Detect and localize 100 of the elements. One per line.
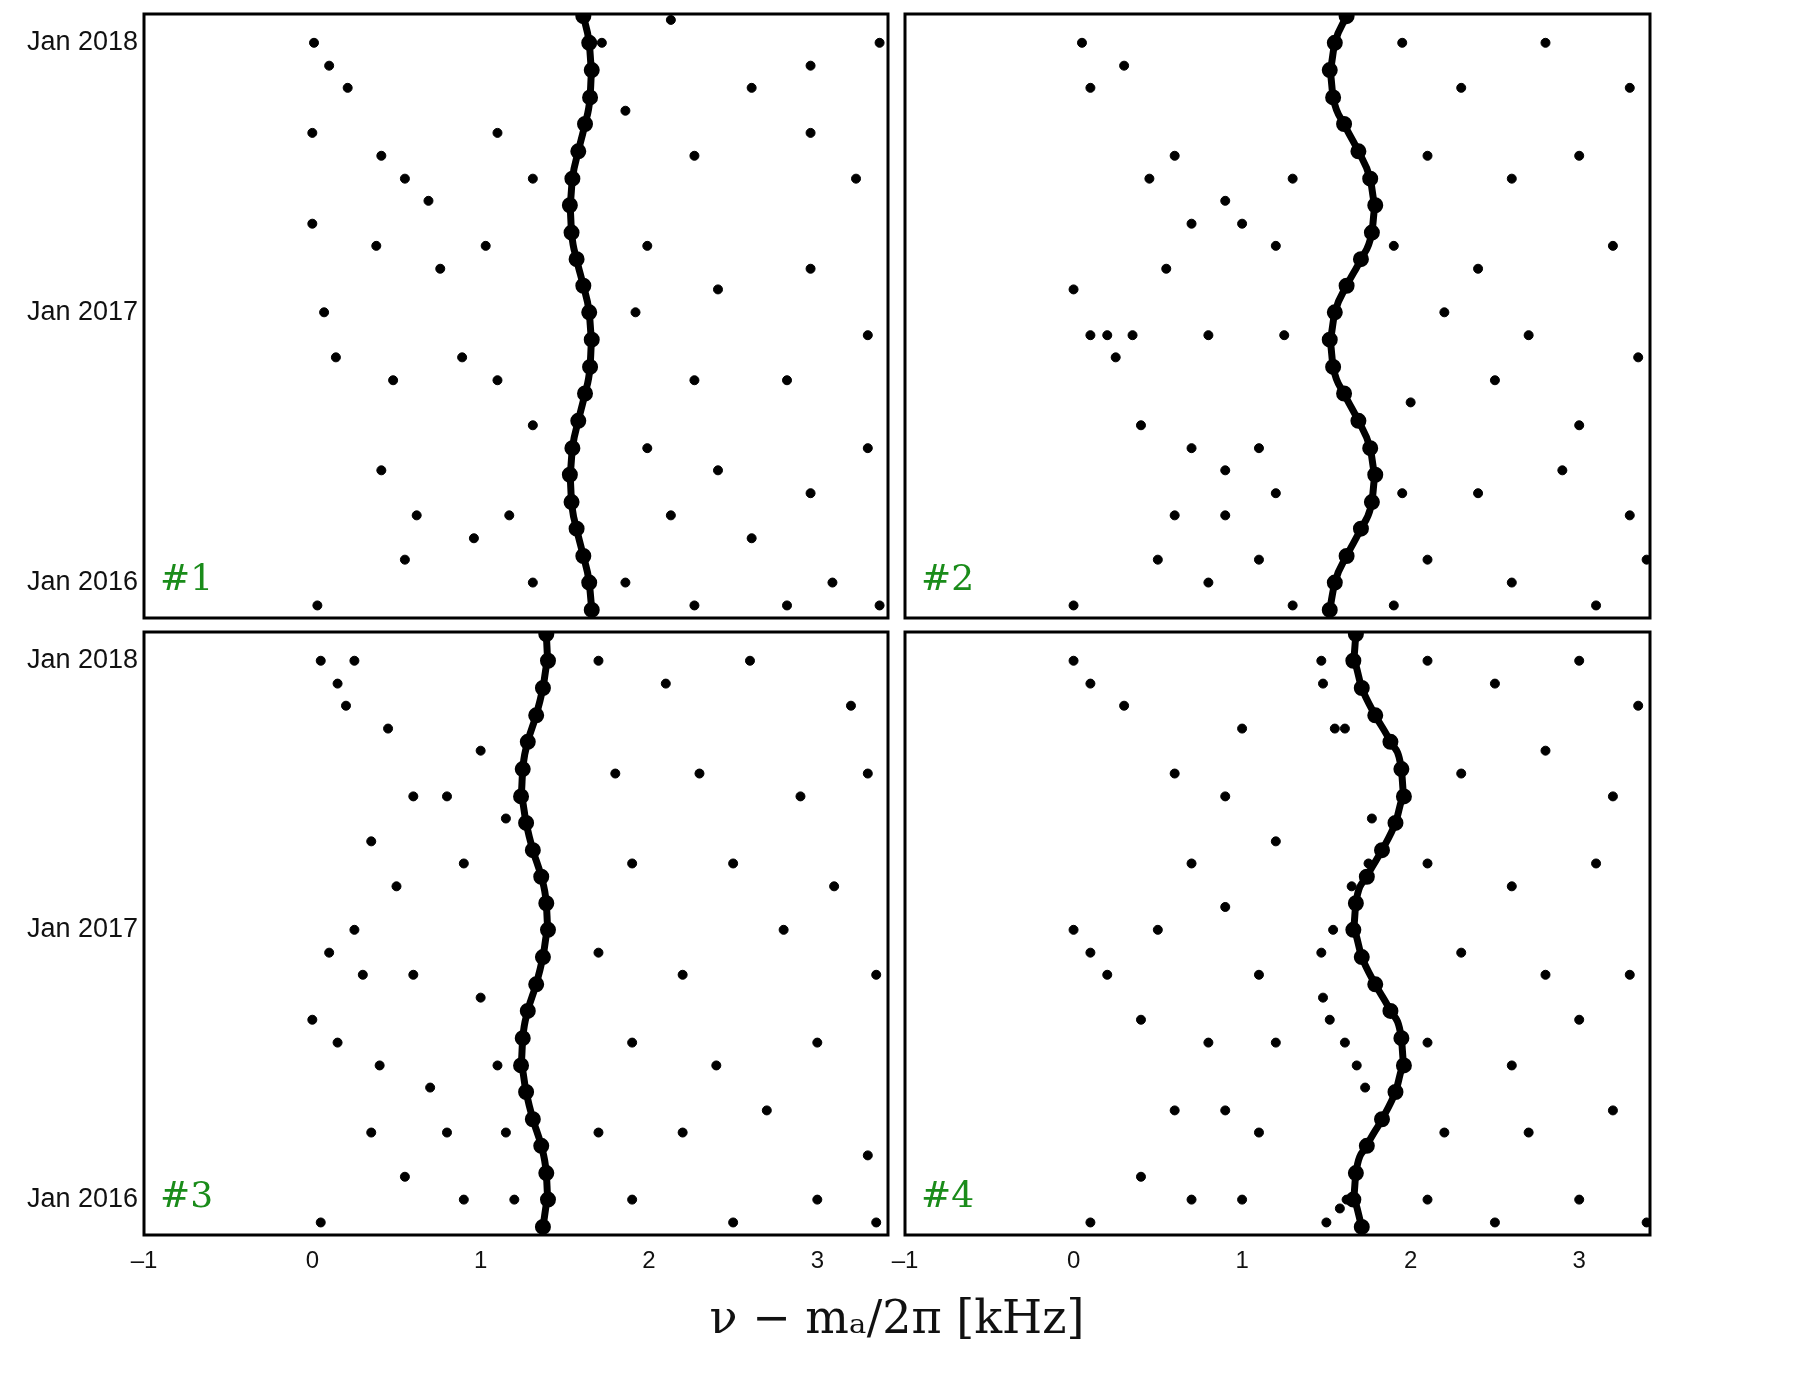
- x-tick-label: –1: [891, 1246, 919, 1274]
- y-tick-label: Jan 2016: [26, 566, 138, 597]
- point: [1422, 150, 1433, 161]
- point: [1624, 510, 1635, 521]
- point: [1393, 761, 1410, 778]
- point: [1279, 330, 1290, 341]
- point: [1358, 1137, 1375, 1154]
- point: [1382, 1002, 1399, 1019]
- point: [1523, 330, 1534, 341]
- point: [1338, 277, 1355, 294]
- y-tick-label: Jan 2016: [26, 1183, 138, 1214]
- point: [1076, 37, 1087, 48]
- point: [1186, 218, 1197, 229]
- point: [1338, 547, 1355, 564]
- point: [1336, 116, 1353, 133]
- point: [1382, 733, 1399, 750]
- point: [1345, 921, 1362, 938]
- point: [1362, 170, 1379, 187]
- y-tick-label: Jan 2017: [26, 913, 138, 944]
- point: [1397, 37, 1408, 48]
- point: [1270, 240, 1281, 251]
- point: [1345, 652, 1362, 669]
- point: [1321, 601, 1338, 618]
- point: [1237, 218, 1248, 229]
- point: [1557, 465, 1568, 476]
- point: [1203, 330, 1214, 341]
- annotation: #3: [160, 1174, 214, 1215]
- point: [1127, 330, 1138, 341]
- point: [1287, 600, 1298, 611]
- point: [1220, 195, 1231, 206]
- point: [1473, 263, 1484, 274]
- point: [1374, 842, 1390, 859]
- point: [1395, 1057, 1412, 1074]
- point: [1085, 330, 1096, 341]
- point: [1169, 150, 1180, 161]
- point: [1363, 494, 1380, 511]
- x-tick-label: –1: [130, 1246, 158, 1274]
- point: [1085, 82, 1096, 93]
- annotation: #2: [921, 557, 975, 598]
- point: [1068, 284, 1079, 295]
- point: [1203, 577, 1214, 588]
- point: [1607, 240, 1618, 251]
- annotation: #1: [160, 557, 214, 598]
- y-tick-label: Jan 2017: [26, 295, 138, 326]
- x-axis-title: ν − mₐ/2π [kHz]: [708, 1290, 1086, 1344]
- point: [1110, 352, 1121, 363]
- x-tick-label: 0: [305, 1246, 320, 1274]
- point: [1350, 143, 1367, 160]
- point: [1456, 82, 1467, 93]
- point: [1624, 82, 1635, 93]
- point: [1135, 420, 1146, 431]
- point: [1253, 554, 1264, 565]
- point: [1326, 574, 1343, 591]
- point: [1350, 412, 1367, 429]
- point: [1144, 173, 1155, 184]
- annotation: #4: [921, 1174, 975, 1215]
- point: [1152, 554, 1163, 565]
- point: [1347, 1165, 1364, 1182]
- point: [1287, 173, 1298, 184]
- point: [1326, 34, 1343, 51]
- point: [1374, 1111, 1390, 1128]
- point: [1506, 173, 1517, 184]
- point: [1387, 814, 1404, 831]
- point: [1506, 577, 1517, 588]
- point: [1367, 197, 1384, 214]
- x-tick-label: 1: [473, 1246, 488, 1274]
- point: [1363, 224, 1380, 241]
- point: [1393, 1030, 1410, 1047]
- point: [1387, 1083, 1404, 1100]
- point: [1405, 397, 1416, 408]
- point: [1422, 554, 1433, 565]
- point: [1253, 443, 1264, 454]
- point: [1397, 488, 1408, 499]
- point: [1102, 330, 1113, 341]
- y-tick-label: Jan 2018: [26, 644, 138, 675]
- point: [1352, 520, 1369, 537]
- point: [1362, 440, 1379, 457]
- point: [1388, 240, 1399, 251]
- point: [1352, 251, 1369, 268]
- point: [1395, 788, 1412, 805]
- point: [1068, 600, 1079, 611]
- point: [1367, 466, 1384, 483]
- point: [1347, 895, 1364, 912]
- point: [1325, 358, 1342, 375]
- x-tick-label: 3: [1572, 1246, 1586, 1274]
- x-tick-label: 0: [1066, 1246, 1081, 1274]
- point: [1358, 868, 1375, 885]
- point: [1633, 352, 1644, 363]
- point: [1169, 510, 1180, 521]
- point: [1220, 510, 1231, 521]
- y-tick-label: Jan 2018: [26, 26, 138, 57]
- x-tick-label: 1: [1235, 1246, 1249, 1274]
- point: [1325, 89, 1342, 106]
- x-tick-label: 2: [642, 1246, 656, 1274]
- point: [1540, 37, 1551, 48]
- point: [1367, 976, 1384, 993]
- point: [1574, 420, 1585, 431]
- point: [1321, 331, 1338, 348]
- x-tick-label: 2: [1403, 1246, 1418, 1274]
- x-tick-label: 3: [810, 1246, 824, 1274]
